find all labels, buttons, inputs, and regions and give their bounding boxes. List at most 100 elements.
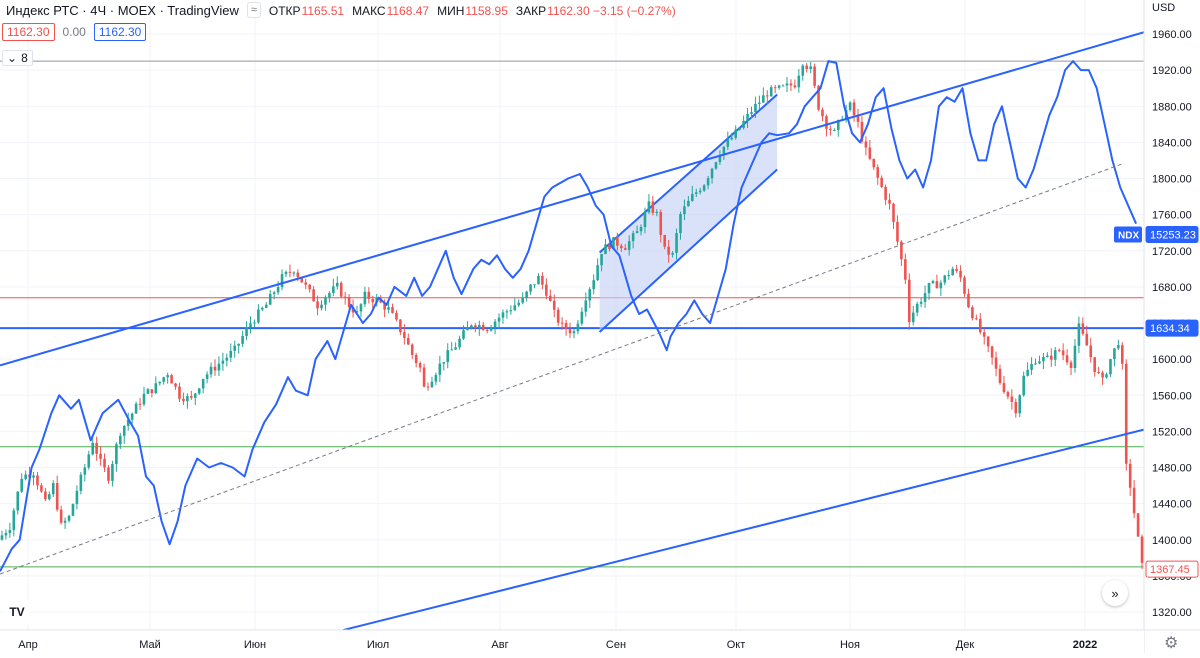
candle-body (414, 354, 418, 364)
candle-body (864, 141, 868, 148)
candle-body (339, 282, 343, 297)
y-tick-label: 1760.00 (1152, 210, 1192, 222)
candle-body (1073, 345, 1077, 368)
candle-body (856, 115, 860, 122)
candle-body (750, 112, 753, 114)
candle-body (718, 155, 722, 163)
candle-body (162, 377, 166, 382)
candle-body (623, 248, 627, 250)
candle-body (442, 362, 446, 364)
candle-body (769, 87, 773, 97)
indicators-toggle[interactable]: ⌄ 8 (2, 50, 33, 66)
candle-body (907, 279, 911, 323)
candle-body (888, 199, 891, 204)
candle-body (138, 403, 142, 405)
x-tick-label: Ноя (840, 639, 860, 651)
ohlc-value: 1165.51 (301, 3, 345, 18)
x-tick-label: Сен (606, 639, 626, 651)
candle-body (1121, 345, 1124, 364)
x-tick-label: Июл (367, 639, 389, 651)
candle-body (829, 128, 832, 131)
candle-body (884, 186, 887, 200)
candle-body (217, 363, 221, 371)
candle-body (687, 200, 690, 207)
candle-body (99, 453, 102, 459)
candle-body (580, 311, 584, 324)
candle-body (126, 419, 130, 426)
candle-body (604, 244, 607, 255)
candle-body (998, 368, 1002, 384)
candle-body (288, 271, 292, 273)
candle-body (848, 102, 852, 111)
gear-icon[interactable]: ⚙ (1164, 635, 1179, 652)
candle-body (825, 116, 828, 129)
candle-body (1136, 513, 1140, 537)
candle-body (178, 386, 181, 399)
candle-body (426, 386, 430, 388)
candle-body (332, 286, 335, 293)
candle-body (679, 214, 682, 234)
candle-body (1002, 383, 1006, 393)
candle-body (205, 374, 209, 379)
candle-body (40, 485, 43, 492)
legend: Индекс РТС · 4Ч · MOEX · TradingView ≈ О… (0, 0, 676, 20)
candle-body (1014, 401, 1018, 414)
candle-body (387, 307, 390, 310)
candle-body (643, 212, 647, 227)
y-tick-label: 1440.00 (1152, 499, 1192, 511)
candle-body (1010, 396, 1014, 402)
candle-body (51, 483, 55, 495)
sell-button[interactable]: 1162.30 (2, 23, 55, 41)
y-tick-label: 1400.00 (1152, 535, 1192, 547)
candle-body (367, 291, 371, 299)
candle-body (994, 357, 998, 369)
dashed-trendline (0, 162, 1125, 575)
collapse-icon[interactable]: ≈ (246, 2, 261, 18)
candle-body (781, 85, 785, 87)
candle-body (193, 393, 197, 398)
candle-body (955, 268, 958, 271)
candle-body (773, 87, 777, 89)
candle-body (777, 85, 781, 88)
candle-body (280, 274, 284, 288)
candle-body (667, 246, 670, 255)
tradingview-logo-icon[interactable]: TV (4, 600, 30, 624)
candle-body (119, 435, 122, 445)
last-price-badge: 1367.45 (1150, 564, 1190, 576)
candle-body (501, 312, 505, 318)
candle-body (698, 190, 702, 193)
candle-body (659, 211, 663, 235)
candle-body (754, 103, 757, 113)
candle-body (395, 312, 398, 320)
candle-body (789, 83, 793, 86)
candle-body (584, 300, 588, 312)
candle-body (1046, 355, 1049, 357)
ohlc-value: 1162.30 −3.15 (−0.27%) (547, 3, 676, 18)
candle-body (454, 347, 457, 350)
channel-fill (599, 94, 778, 333)
scroll-to-realtime-icon[interactable]: » (1102, 580, 1128, 606)
candle-body (556, 309, 560, 323)
candle-body (481, 324, 485, 331)
candle-body (509, 310, 513, 312)
y-tick-label: 1960.00 (1152, 29, 1192, 41)
candle-body (430, 381, 434, 388)
candle-body (813, 66, 816, 86)
candle-body (347, 296, 351, 307)
buy-button[interactable]: 1162.30 (93, 23, 147, 41)
candle-body (620, 245, 623, 249)
ohlc-values: ОТКР1165.51 МАКС1168.47 МИН1158.95 ЗАКР1162… (261, 3, 676, 18)
candle-body (201, 378, 205, 389)
candle-body (576, 323, 580, 332)
candle-body (517, 302, 521, 306)
ohlc-value: 1168.47 (386, 3, 430, 18)
candle-body (83, 467, 87, 475)
candle-body (833, 129, 836, 131)
candle-body (900, 241, 903, 260)
candle-body (560, 322, 564, 324)
time-axis-bg (0, 630, 1144, 653)
candle-body (982, 332, 986, 337)
candle-body (146, 389, 150, 394)
